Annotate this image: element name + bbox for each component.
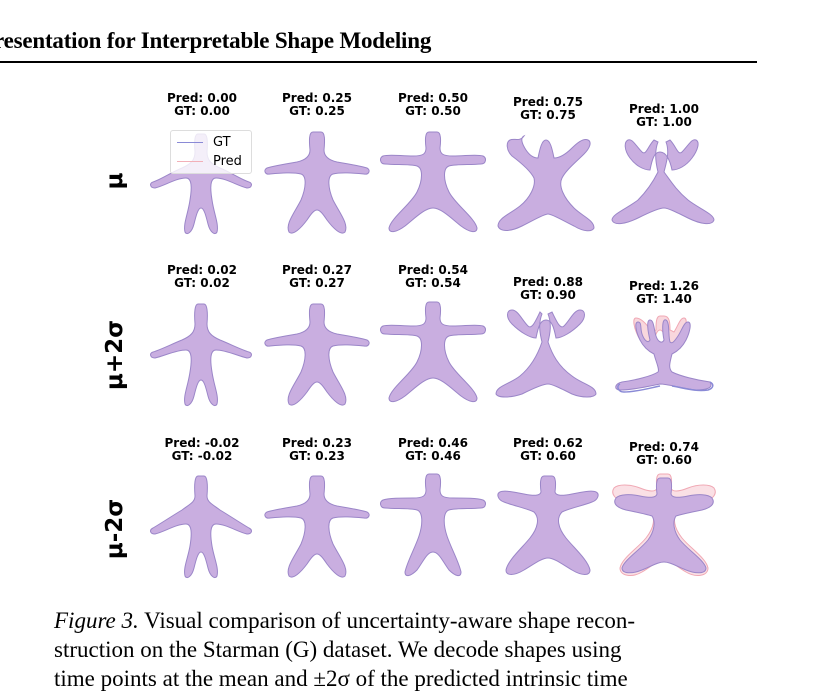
gt-value: GT: 0.23 — [289, 449, 345, 463]
gt-value: GT: 0.60 — [520, 449, 576, 463]
gt-value: GT: 0.00 — [174, 104, 230, 118]
starman-shape — [380, 301, 486, 403]
pred-value: Pred: 0.74 — [628, 440, 700, 454]
starman-shape — [150, 303, 252, 407]
caption-line-1: Figure 3. Visual comparison of uncertain… — [54, 606, 762, 635]
cell-label: Pred: 0.54 GT: 0.54 — [373, 264, 493, 290]
starman-shape — [612, 473, 716, 576]
row-label-plus-2sigma: μ+2σ — [102, 319, 128, 391]
gt-value: GT: 0.90 — [520, 288, 576, 302]
starman-shape — [150, 475, 252, 579]
pred-value: Pred: 0.25 — [281, 91, 353, 105]
pred-value: Pred: 0.02 — [166, 263, 238, 277]
starman-shape — [264, 131, 370, 234]
legend-gt-label: GT — [213, 134, 231, 150]
legend-pred-label: Pred — [213, 153, 242, 169]
cell-label: Pred: 0.27 GT: 0.27 — [257, 264, 377, 290]
header-rule — [0, 61, 757, 63]
caption-figure-label: Figure 3. — [54, 608, 139, 633]
caption-line-1-text: Visual comparison of uncertainty-aware s… — [144, 608, 636, 633]
pred-value: Pred: 0.54 — [397, 263, 469, 277]
gt-value: GT: 0.02 — [174, 276, 230, 290]
cell-label: Pred: 0.62 GT: 0.60 — [488, 437, 608, 463]
row-label-mean: μ — [102, 172, 128, 190]
cell-label: Pred: 0.02 GT: 0.02 — [142, 264, 262, 290]
cell-label: Pred: 0.75 GT: 0.75 — [488, 96, 608, 122]
running-header: resentation for Interpretable Shape Mode… — [0, 28, 432, 53]
pred-value: Pred: 0.46 — [397, 436, 469, 450]
cell-label: Pred: -0.02 GT: -0.02 — [142, 437, 262, 463]
cell-label: Pred: 0.74 GT: 0.60 — [604, 441, 724, 467]
starman-shape — [497, 134, 595, 232]
starman-shape — [495, 309, 597, 398]
starman-shape — [615, 315, 714, 393]
pred-value: Pred: 1.00 — [628, 102, 700, 116]
cell-label: Pred: 0.46 GT: 0.46 — [373, 437, 493, 463]
gt-value: GT: -0.02 — [171, 449, 233, 463]
cell-label: Pred: 0.23 GT: 0.23 — [257, 437, 377, 463]
legend-gt-swatch — [177, 141, 203, 143]
pred-value: Pred: 0.50 — [397, 91, 469, 105]
gt-value: GT: 0.54 — [405, 276, 461, 290]
figure-3: μ μ+2σ μ-2σ Pred: 0.00 GT: 0.00 Pred: 0.2… — [102, 92, 724, 579]
pred-value: Pred: 0.00 — [166, 91, 238, 105]
pred-value: Pred: 0.27 — [281, 263, 353, 277]
gt-value: GT: 1.00 — [636, 115, 692, 129]
caption-line-2: struction on the Starman (G) dataset. We… — [54, 637, 622, 662]
starman-shape — [611, 139, 715, 225]
gt-value: GT: 0.25 — [289, 104, 345, 118]
pred-value: Pred: 0.23 — [281, 436, 353, 450]
pred-value: Pred: 0.75 — [512, 95, 584, 109]
cell-label: Pred: 0.00 GT: 0.00 — [142, 92, 262, 118]
figure-caption: Figure 3. Visual comparison of uncertain… — [54, 606, 762, 693]
gt-value: GT: 0.50 — [405, 104, 461, 118]
legend-pred-swatch — [177, 160, 203, 162]
gt-value: GT: 0.27 — [289, 276, 345, 290]
row-label-minus-2sigma: μ-2σ — [102, 498, 128, 560]
caption-line-3: time points at the mean and ±2σ of the p… — [54, 666, 628, 691]
starman-shape — [380, 131, 486, 233]
legend-pred: Pred — [177, 153, 242, 169]
starman-shape — [380, 473, 486, 577]
legend: GT Pred — [170, 130, 252, 174]
cell-label: Pred: 1.26 GT: 1.40 — [604, 280, 724, 306]
gt-value: GT: 0.75 — [520, 108, 576, 122]
starman-shape — [150, 133, 252, 235]
gt-value: GT: 0.46 — [405, 449, 461, 463]
cell-label: Pred: 0.25 GT: 0.25 — [257, 92, 377, 118]
starman-shape — [264, 303, 370, 406]
pred-value: Pred: -0.02 — [164, 436, 240, 450]
pred-value: Pred: 0.62 — [512, 436, 584, 450]
pred-value: Pred: 1.26 — [628, 279, 700, 293]
pred-value: Pred: 0.88 — [512, 275, 584, 289]
legend-gt: GT — [177, 134, 231, 150]
starman-shape — [264, 475, 370, 578]
cell-label: Pred: 0.50 GT: 0.50 — [373, 92, 493, 118]
cell-label: Pred: 1.00 GT: 1.00 — [604, 103, 724, 129]
cell-label: Pred: 0.88 GT: 0.90 — [488, 276, 608, 302]
gt-value: GT: 1.40 — [636, 292, 692, 306]
gt-value: GT: 0.60 — [636, 453, 692, 467]
starman-shape — [497, 475, 599, 575]
